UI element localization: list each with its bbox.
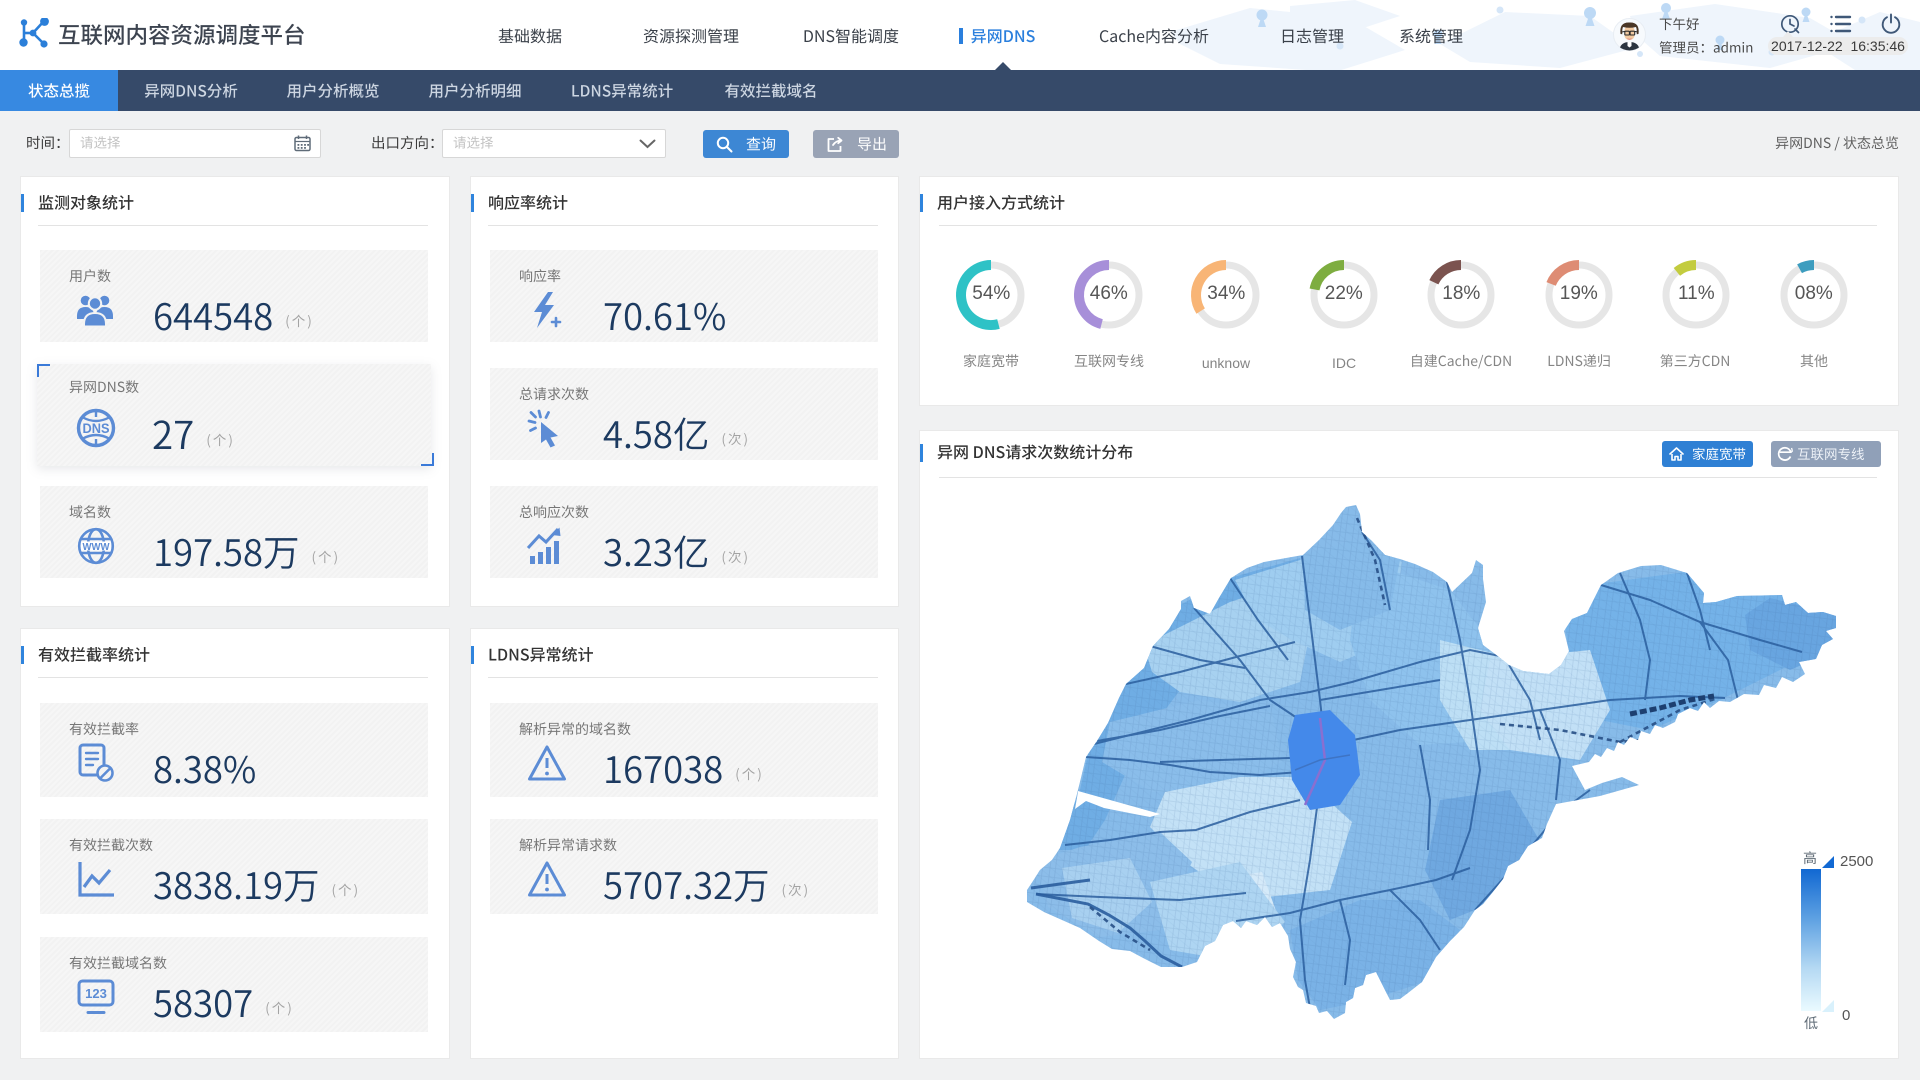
svg-text:123: 123 <box>85 986 107 1001</box>
svg-text:DNS: DNS <box>83 420 110 436</box>
svg-text:WWW: WWW <box>83 541 110 553</box>
